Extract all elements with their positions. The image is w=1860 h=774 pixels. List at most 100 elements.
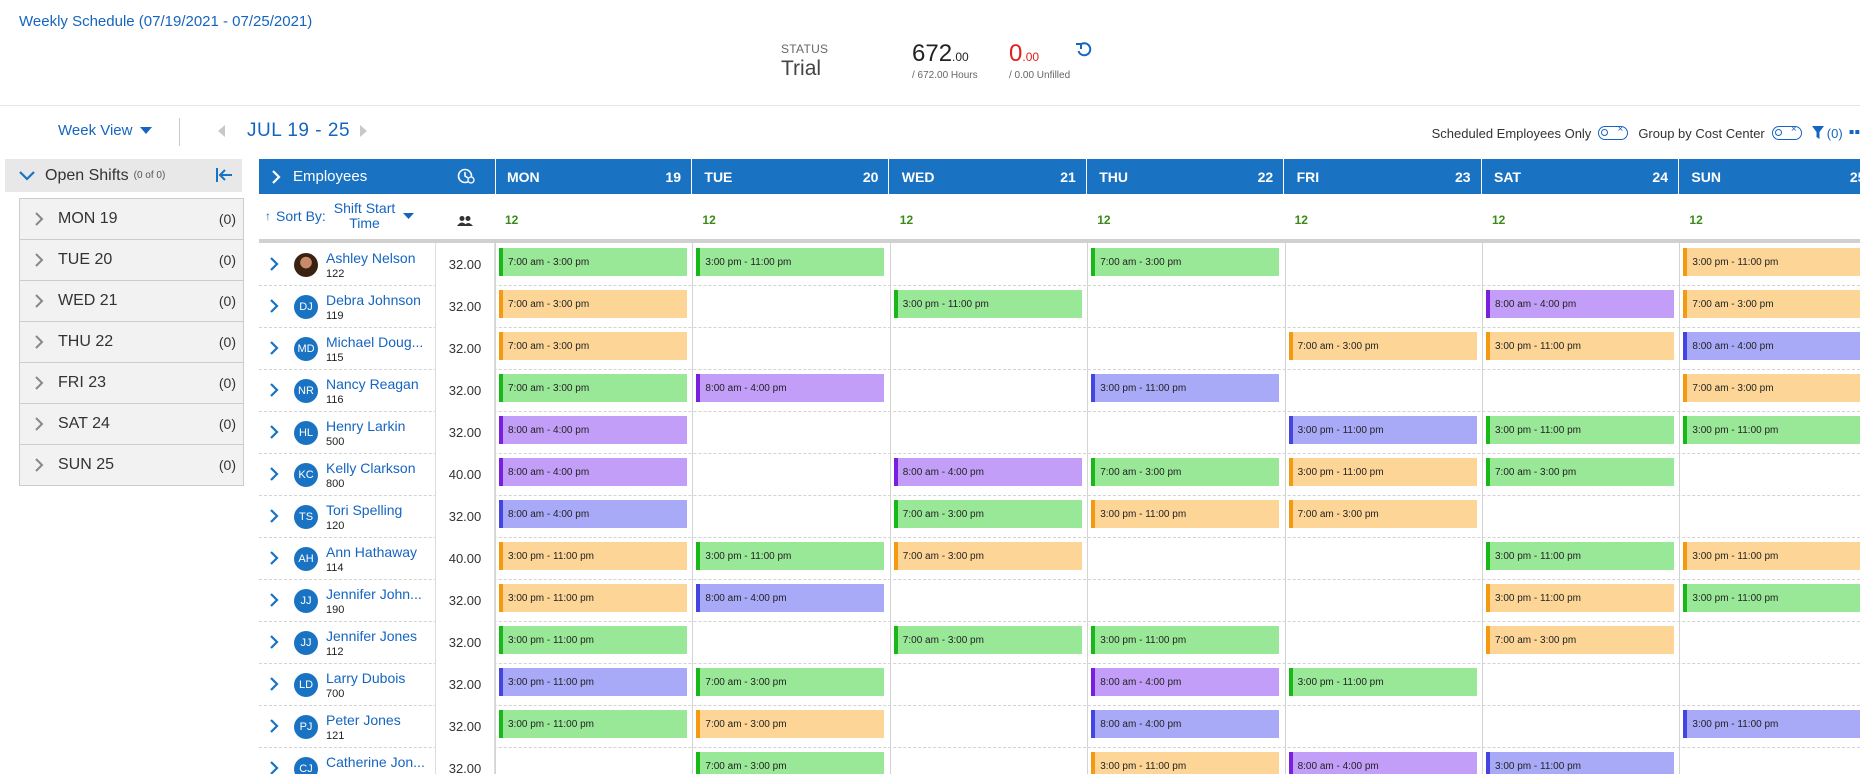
shift-block[interactable]: 3:00 pm - 11:00 pm xyxy=(1683,248,1860,276)
more-options-icon[interactable]: ▪▪ xyxy=(1848,124,1860,141)
shift-block[interactable]: 7:00 am - 3:00 pm xyxy=(499,290,687,318)
scheduled-only-toggle[interactable]: × xyxy=(1598,124,1629,140)
chevron-right-icon[interactable] xyxy=(269,340,279,356)
chevron-right-icon[interactable] xyxy=(269,298,279,314)
chevron-right-icon[interactable] xyxy=(269,634,279,650)
shift-block[interactable]: 7:00 am - 3:00 pm xyxy=(1091,248,1280,276)
shift-block[interactable]: 3:00 pm - 11:00 pm xyxy=(1683,416,1860,444)
group-cost-center-toggle[interactable]: × xyxy=(1771,124,1802,140)
chevron-right-icon[interactable] xyxy=(269,466,279,482)
schedule-clock-icon[interactable] xyxy=(457,167,475,185)
shift-block[interactable]: 7:00 am - 3:00 pm xyxy=(893,626,1082,654)
chevron-right-icon[interactable] xyxy=(269,382,279,398)
sort-by-value[interactable]: Shift Start Time xyxy=(334,201,395,231)
shift-block[interactable]: 7:00 am - 3:00 pm xyxy=(1288,332,1477,360)
day-header-fri[interactable]: FRI 23 xyxy=(1285,159,1482,194)
week-view-dropdown[interactable]: Week View xyxy=(58,122,153,139)
shift-block[interactable]: 3:00 pm - 11:00 pm xyxy=(1486,752,1674,774)
open-shift-day-row[interactable]: SUN 25 (0) xyxy=(20,445,243,485)
shift-block[interactable]: 7:00 am - 3:00 pm xyxy=(499,374,687,402)
open-shift-day-row[interactable]: WED 21 (0) xyxy=(20,281,243,322)
shift-block[interactable]: 8:00 am - 4:00 pm xyxy=(1091,668,1280,696)
shift-block[interactable]: 3:00 pm - 11:00 pm xyxy=(1091,626,1280,654)
employee-name[interactable]: Peter Jones xyxy=(326,712,401,728)
chevron-right-icon[interactable] xyxy=(269,508,279,524)
shift-block[interactable]: 3:00 pm - 11:00 pm xyxy=(696,542,885,570)
employee-name[interactable]: Ashley Nelson xyxy=(326,250,416,266)
next-week-icon[interactable] xyxy=(356,123,370,139)
employee-name[interactable]: Henry Larkin xyxy=(326,418,406,434)
shift-block[interactable]: 7:00 am - 3:00 pm xyxy=(1091,458,1280,486)
shift-block[interactable]: 3:00 pm - 11:00 pm xyxy=(1486,416,1674,444)
chevron-right-icon[interactable] xyxy=(269,718,279,734)
shift-block[interactable]: 7:00 am - 3:00 pm xyxy=(1288,500,1477,528)
shift-block[interactable]: 3:00 pm - 11:00 pm xyxy=(499,584,687,612)
shift-block[interactable]: 3:00 pm - 11:00 pm xyxy=(1288,668,1477,696)
shift-block[interactable]: 7:00 am - 3:00 pm xyxy=(1683,374,1860,402)
employee-name[interactable]: Jennifer Jones xyxy=(326,628,418,644)
day-header-sun[interactable]: SUN 25 xyxy=(1679,159,1860,194)
shift-block[interactable]: 3:00 pm - 11:00 pm xyxy=(1091,752,1280,774)
shift-block[interactable]: 3:00 pm - 11:00 pm xyxy=(1486,332,1674,360)
shift-block[interactable]: 3:00 pm - 11:00 pm xyxy=(696,248,885,276)
shift-block[interactable]: 3:00 pm - 11:00 pm xyxy=(499,542,687,570)
shift-block[interactable]: 8:00 am - 4:00 pm xyxy=(499,500,687,528)
employee-name[interactable]: Catherine Jon... xyxy=(326,754,425,770)
open-shift-day-row[interactable]: MON 19 (0) xyxy=(20,199,243,240)
shift-block[interactable]: 8:00 am - 4:00 pm xyxy=(1683,332,1860,360)
shift-block[interactable]: 8:00 am - 4:00 pm xyxy=(696,374,885,402)
shift-block[interactable]: 7:00 am - 3:00 pm xyxy=(1683,290,1860,318)
shift-block[interactable]: 7:00 am - 3:00 pm xyxy=(696,668,885,696)
shift-block[interactable]: 3:00 pm - 11:00 pm xyxy=(1091,374,1280,402)
chevron-right-icon[interactable] xyxy=(269,256,279,272)
shift-block[interactable]: 7:00 am - 3:00 pm xyxy=(893,542,1082,570)
shift-block[interactable]: 3:00 pm - 11:00 pm xyxy=(499,668,687,696)
shift-block[interactable]: 3:00 pm - 11:00 pm xyxy=(893,290,1082,318)
chevron-right-icon[interactable] xyxy=(269,760,279,774)
shift-block[interactable]: 8:00 am - 4:00 pm xyxy=(1091,710,1280,738)
shift-block[interactable]: 3:00 pm - 11:00 pm xyxy=(1683,542,1860,570)
shift-block[interactable]: 8:00 am - 4:00 pm xyxy=(696,584,885,612)
employee-name[interactable]: Kelly Clarkson xyxy=(326,460,416,476)
employee-name[interactable]: Michael Doug... xyxy=(326,334,424,350)
shift-block[interactable]: 3:00 pm - 11:00 pm xyxy=(1683,710,1860,738)
open-shifts-header[interactable]: Open Shifts (0 of 0) xyxy=(5,159,242,192)
chevron-right-icon[interactable] xyxy=(269,424,279,440)
open-shift-day-row[interactable]: FRI 23 (0) xyxy=(20,363,243,404)
employee-group-icon[interactable] xyxy=(457,215,473,227)
shift-block[interactable]: 7:00 am - 3:00 pm xyxy=(696,710,885,738)
shift-block[interactable]: 3:00 pm - 11:00 pm xyxy=(1288,416,1477,444)
shift-block[interactable]: 8:00 am - 4:00 pm xyxy=(893,458,1082,486)
shift-block[interactable]: 7:00 am - 3:00 pm xyxy=(1486,626,1674,654)
shift-block[interactable]: 7:00 am - 3:00 pm xyxy=(696,752,885,774)
shift-block[interactable]: 3:00 pm - 11:00 pm xyxy=(499,710,687,738)
employee-name[interactable]: Debra Johnson xyxy=(326,292,421,308)
employee-name[interactable]: Tori Spelling xyxy=(326,502,403,518)
employee-name[interactable]: Jennifer John... xyxy=(326,586,422,602)
shift-block[interactable]: 3:00 pm - 11:00 pm xyxy=(1683,584,1860,612)
previous-week-icon[interactable] xyxy=(215,123,229,139)
day-header-mon[interactable]: MON 19 xyxy=(495,159,692,194)
shift-block[interactable]: 8:00 am - 4:00 pm xyxy=(499,416,687,444)
employee-name[interactable]: Ann Hathaway xyxy=(326,544,418,560)
day-header-tue[interactable]: TUE 20 xyxy=(692,159,890,194)
day-header-sat[interactable]: SAT 24 xyxy=(1482,159,1679,194)
shift-block[interactable]: 3:00 pm - 11:00 pm xyxy=(1288,458,1477,486)
shift-block[interactable]: 8:00 am - 4:00 pm xyxy=(1288,752,1477,774)
shift-block[interactable]: 3:00 pm - 11:00 pm xyxy=(1091,500,1280,528)
employee-name[interactable]: Nancy Reagan xyxy=(326,376,419,392)
shift-block[interactable]: 7:00 am - 3:00 pm xyxy=(893,500,1082,528)
sort-by-control[interactable]: ↑ Sort By: Shift Start Time xyxy=(265,201,415,231)
chevron-right-icon[interactable] xyxy=(269,676,279,692)
shift-block[interactable]: 8:00 am - 4:00 pm xyxy=(499,458,687,486)
shift-block[interactable]: 7:00 am - 3:00 pm xyxy=(1486,458,1674,486)
filter-button[interactable]: (0) xyxy=(1811,126,1843,141)
chevron-right-icon[interactable] xyxy=(269,592,279,608)
day-header-thu[interactable]: THU 22 xyxy=(1087,159,1285,194)
collapse-panel-icon[interactable] xyxy=(214,166,234,184)
shift-block[interactable]: 3:00 pm - 11:00 pm xyxy=(499,626,687,654)
employee-name[interactable]: Larry Dubois xyxy=(326,670,406,686)
shift-block[interactable]: 3:00 pm - 11:00 pm xyxy=(1486,584,1674,612)
open-shift-day-row[interactable]: TUE 20 (0) xyxy=(20,240,243,281)
shift-block[interactable]: 7:00 am - 3:00 pm xyxy=(499,332,687,360)
